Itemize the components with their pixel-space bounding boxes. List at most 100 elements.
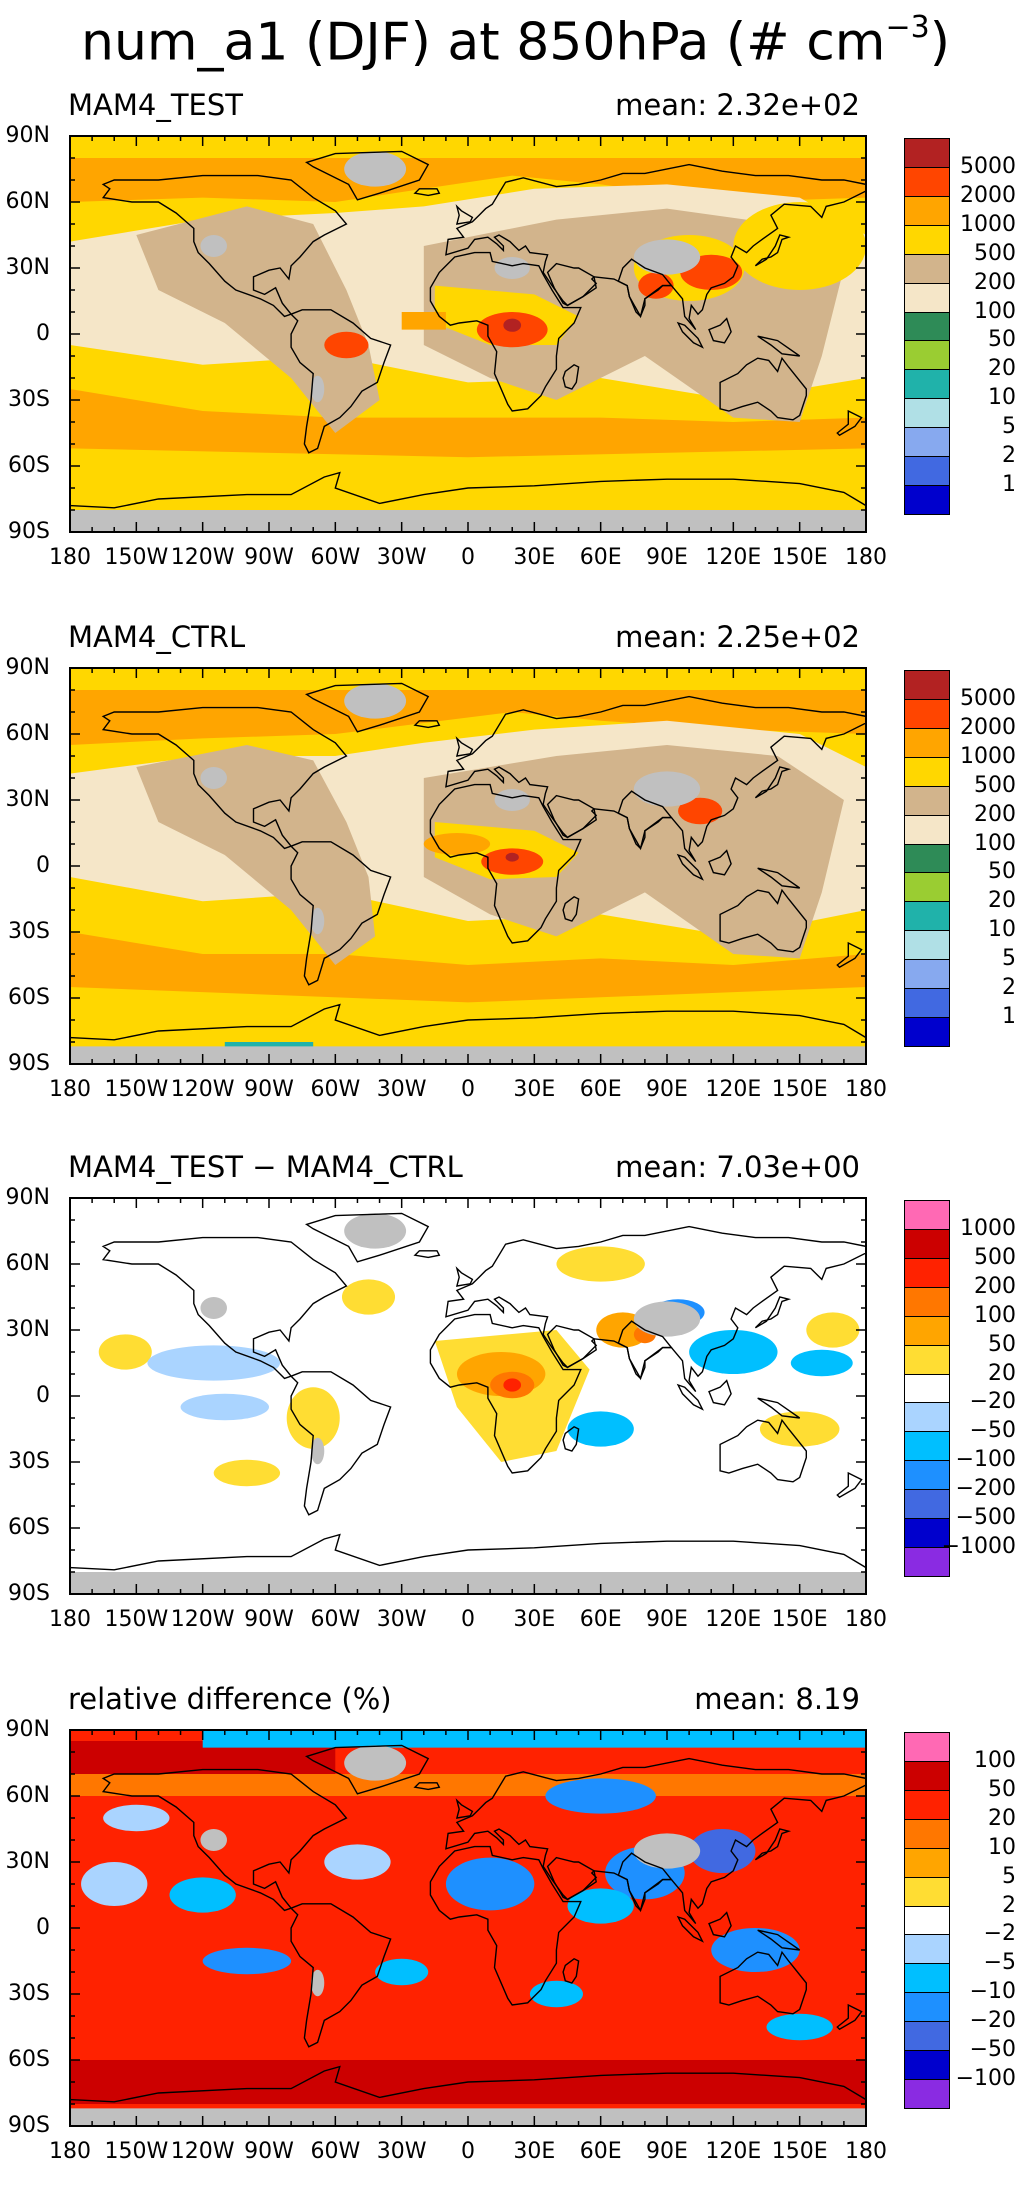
contour-region xyxy=(481,848,544,875)
figure-title-close: ) xyxy=(929,12,950,73)
coastline-sumatra xyxy=(676,321,704,349)
colorbar-label: −100 xyxy=(955,2066,1016,2092)
coastlines xyxy=(70,150,866,532)
lat-tick-label: 90N xyxy=(5,1185,50,1210)
colorbar-label: −2 xyxy=(983,1921,1016,1947)
colorbar-swatch xyxy=(904,1905,950,1936)
contour-region xyxy=(638,272,674,299)
lat-tick-label: 30N xyxy=(5,255,50,280)
missing-data-region xyxy=(633,771,701,807)
colorbar-label: 5 xyxy=(1002,946,1016,972)
lon-tick-label: 30W xyxy=(376,2139,427,2164)
lon-tick-label: 120E xyxy=(705,2139,762,2164)
colorbar-swatch xyxy=(904,2050,950,2081)
axis-ticks xyxy=(69,1197,867,1595)
lat-tick-label: 90S xyxy=(8,1581,50,1606)
contour-region xyxy=(98,1334,152,1370)
panel-mean: mean: 8.19 xyxy=(694,1682,860,1716)
colorbar-label: 200 xyxy=(974,269,1016,295)
contour-region xyxy=(70,1741,336,1774)
contour-region xyxy=(689,1330,778,1374)
lon-tick-label: 30E xyxy=(513,1607,556,1632)
coastline-uk xyxy=(455,1798,474,1819)
shaded-field xyxy=(70,136,866,532)
lat-tick-label: 60N xyxy=(5,1251,50,1276)
contour-region xyxy=(445,1857,535,1911)
lon-tick-label: 120W xyxy=(170,1607,235,1632)
lon-tick-label: 90W xyxy=(244,1077,294,1102)
coastline-eurasia xyxy=(445,1757,866,1925)
shaded-field xyxy=(70,668,866,1064)
axis-ticks xyxy=(69,135,867,533)
colorbar-label: −500 xyxy=(955,1505,1016,1531)
lat-tick-label: 30S xyxy=(8,1449,50,1474)
lat-tick-label: 60S xyxy=(8,2047,50,2072)
colorbar-swatch xyxy=(904,1992,950,2023)
colorbar-swatch xyxy=(904,1402,950,1433)
lon-tick-label: 90E xyxy=(646,2139,688,2164)
panel-title: relative difference (%) xyxy=(68,1682,392,1716)
panel-title: MAM4_CTRL xyxy=(68,620,246,654)
contour-region xyxy=(180,1393,269,1421)
lat-tick-label: 90S xyxy=(8,1051,50,1076)
coastline-samerica xyxy=(289,1903,392,2048)
coastline-uk xyxy=(455,1266,474,1287)
coastline-newzealand xyxy=(836,409,863,437)
colorbar-label: −10 xyxy=(969,1979,1016,2005)
missing-data-region xyxy=(344,1213,407,1249)
coastline-japan xyxy=(754,234,792,267)
lon-tick-label: 180 xyxy=(845,545,887,570)
missing-data-region xyxy=(311,907,325,935)
coastline-madagascar xyxy=(562,1957,580,1984)
coastline-japan xyxy=(754,766,792,799)
colorbar-label: 10 xyxy=(988,917,1016,943)
colorbar-swatch xyxy=(904,670,950,700)
coastline-newzealand xyxy=(836,1471,863,1499)
contour-region xyxy=(766,2013,833,2041)
panel-mean: mean: 2.25e+02 xyxy=(615,620,860,654)
shaded-field xyxy=(70,1730,866,2126)
figure-title-text: num_a1 (DJF) at 850hPa (# cm xyxy=(80,12,886,73)
coastlines xyxy=(70,1212,866,1594)
missing-data-region xyxy=(200,235,227,257)
coastline-antarctica xyxy=(70,2065,866,2126)
contour-region xyxy=(70,389,866,458)
colorbar-swatch xyxy=(904,1518,950,1549)
missing-data-region xyxy=(633,1301,701,1337)
lat-tick-label: 90N xyxy=(5,655,50,680)
contour-region xyxy=(503,1378,522,1392)
coastline-newzealand xyxy=(836,2003,863,2031)
colorbar-swatch xyxy=(904,282,950,313)
lat-tick-label: 90N xyxy=(5,1717,50,1742)
coastline-arabia xyxy=(546,1324,597,1369)
lon-tick-label: 0 xyxy=(461,545,475,570)
colorbar-label: 1 xyxy=(1002,472,1016,498)
lon-tick-label: 60W xyxy=(310,1607,361,1632)
contour-region xyxy=(70,1774,866,1796)
colorbar-label: 500 xyxy=(974,240,1016,266)
coastline-borneo xyxy=(708,1911,732,1938)
contour-region xyxy=(401,312,446,330)
missing-data-region xyxy=(311,375,325,403)
colorbar-label: 20 xyxy=(988,1805,1016,1831)
missing-data-region xyxy=(494,257,530,279)
colorbar-label: 10 xyxy=(988,1834,1016,1860)
colorbar-swatch xyxy=(904,872,950,903)
lon-tick-label: 90E xyxy=(646,1607,688,1632)
lat-tick-label: 30N xyxy=(5,1317,50,1342)
lon-tick-label: 60W xyxy=(310,1077,361,1102)
figure-title: num_a1 (DJF) at 850hPa (# cm−3) xyxy=(0,0,1031,74)
contour-region xyxy=(733,202,866,290)
colorbar-swatch xyxy=(904,1315,950,1346)
coastline-newzealand xyxy=(836,941,863,969)
coastline-japan xyxy=(754,1296,792,1329)
coastline-arabia xyxy=(546,262,597,307)
lat-tick-label: 30N xyxy=(5,1849,50,1874)
axis-ticks xyxy=(69,1729,867,2127)
lon-tick-label: 30E xyxy=(513,2139,556,2164)
colorbar-label: −100 xyxy=(955,1447,1016,1473)
coastline-namerica xyxy=(101,706,348,850)
lat-tick-label: 60S xyxy=(8,453,50,478)
lon-tick-label: 120W xyxy=(170,2139,235,2164)
lon-tick-label: 150E xyxy=(771,1077,828,1102)
